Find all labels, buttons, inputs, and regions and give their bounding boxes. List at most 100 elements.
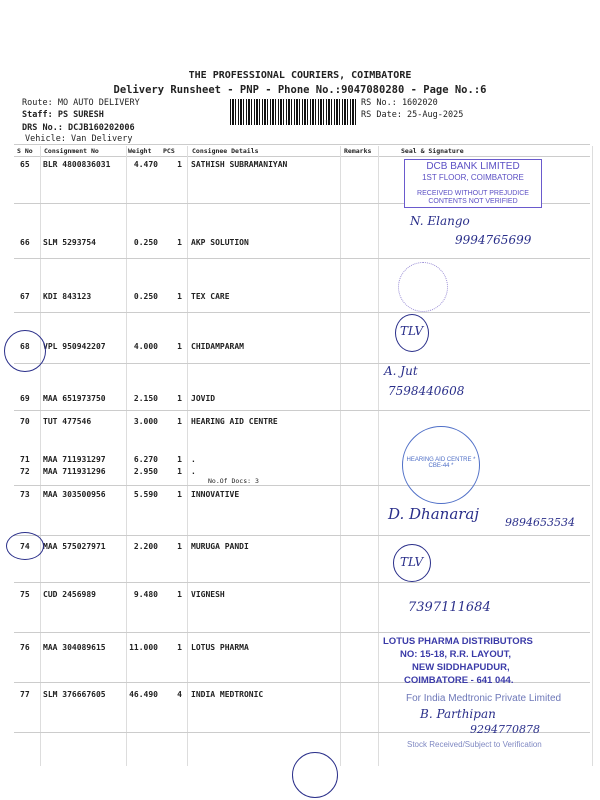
pcs: 1 xyxy=(177,643,182,652)
weight: 6.270 xyxy=(133,455,158,464)
consignee: MURUGA PANDI xyxy=(191,542,249,551)
signature-73: D. Dhanaraj xyxy=(388,505,480,523)
pcs: 4 xyxy=(177,690,182,699)
medtronic-stamp: For India Medtronic Private Limited xyxy=(406,693,562,704)
consignee: AKP SOLUTION xyxy=(191,238,249,247)
weight: 3.000 xyxy=(133,417,158,426)
staff: Staff: PS SURESH xyxy=(22,110,104,120)
table-row: 66 SLM 5293754 0.250 1 AKP SOLUTION xyxy=(0,238,600,250)
consignment-number: MAA 303500956 xyxy=(43,490,106,499)
table-row: 77 SLM 376667605 46.490 4 INDIA MEDTRONIC xyxy=(0,690,600,702)
hearing-aid-stamp: HEARING AID CENTRE * CBE-44 * xyxy=(402,426,480,504)
weight: 4.000 xyxy=(133,342,158,351)
pcs: 1 xyxy=(177,490,182,499)
table-row: 74 MAA 575027971 2.200 1 MURUGA PANDI xyxy=(0,542,600,554)
col-sno: S No xyxy=(17,147,33,155)
phone-75: 7397111684 xyxy=(408,600,491,615)
mark-74: TLV xyxy=(400,555,424,569)
consignee: LOTUS PHARMA xyxy=(191,643,249,652)
pcs: 1 xyxy=(177,455,182,464)
phone-73: 9894653534 xyxy=(505,516,575,529)
stamp-line: DCB BANK LIMITED xyxy=(426,161,520,172)
table-row: 72 MAA 711931296 2.950 1. xyxy=(0,467,600,479)
weight: 5.590 xyxy=(133,490,158,499)
lotus-stamp-line: NO: 15-18, R.R. LAYOUT, xyxy=(400,649,512,660)
consignment-number: SLM 5293754 xyxy=(43,238,96,247)
consignment-number: SLM 376667605 xyxy=(43,690,106,699)
signature-69: A. Jut xyxy=(384,364,418,378)
phone-77: 9294770878 xyxy=(470,723,540,736)
medtronic-stamp-footer: Stock Received/Subject to Verification xyxy=(407,740,542,749)
pcs: 1 xyxy=(177,590,182,599)
weight: 11.000 xyxy=(129,643,158,652)
weight: 9.480 xyxy=(133,590,158,599)
weight: 2.200 xyxy=(133,542,158,551)
consignment-number: MAA 304089615 xyxy=(43,643,106,652)
col-consignee: Consignee Details xyxy=(192,147,259,155)
consignment-number: MAA 711931296 xyxy=(43,467,106,476)
vehicle: Vehicle: Van Delivery xyxy=(25,134,133,144)
consignee: HEARING AID CENTRE xyxy=(191,417,278,426)
lotus-stamp-line: LOTUS PHARMA DISTRIBUTORS xyxy=(383,636,533,647)
circle-sno-68 xyxy=(4,330,46,372)
sno: 77 xyxy=(20,690,30,699)
lotus-stamp-line: COIMBATORE - 641 044. xyxy=(404,675,514,686)
stamp-line: CONTENTS NOT VERIFIED xyxy=(428,197,518,205)
signature-66: N. Elango xyxy=(410,214,470,228)
consignment-number: BLR 4800836031 xyxy=(43,160,111,169)
lotus-stamp-line: NEW SIDDHAPUDUR, xyxy=(412,662,510,673)
col-consignment: Consignment No xyxy=(44,147,99,155)
pcs: 1 xyxy=(177,342,182,351)
sno: 71 xyxy=(20,455,30,464)
pcs: 1 xyxy=(177,238,182,247)
table-row: 67 KDI 843123 0.250 1 TEX CARE xyxy=(0,292,600,304)
signature-77: B. Parthipan xyxy=(420,707,496,721)
consignment-number: MAA 575027971 xyxy=(43,542,106,551)
consignee: SATHISH SUBRAMANIYAN xyxy=(191,160,288,169)
pcs: 1 xyxy=(177,394,182,403)
pcs: 1 xyxy=(177,160,182,169)
docs-note: No.Of Docs: 3 xyxy=(208,477,259,485)
consignee: INDIA MEDTRONIC xyxy=(191,690,264,699)
consignment-number: TUT 477546 xyxy=(43,417,92,426)
table-row: 69 MAA 651973750 2.150 1 JOVID xyxy=(0,394,600,406)
table-row: 73 MAA 303500956 5.590 1 INNOVATIVE xyxy=(0,490,600,502)
sno: 67 xyxy=(20,292,30,301)
sno: 65 xyxy=(20,160,30,169)
col-seal: Seal & Signature xyxy=(401,147,464,155)
table-row: 68 VPL 950942207 4.000 1 CHIDAMPARAM xyxy=(0,342,600,354)
consignment-number: KDI 843123 xyxy=(43,292,92,301)
table-row: 71 MAA 711931297 6.270 1. xyxy=(0,455,600,467)
weight: 4.470 xyxy=(133,160,158,169)
circle-sno-74 xyxy=(6,532,44,560)
consignment-number: CUD 2456989 xyxy=(43,590,96,599)
consignee: TEX CARE xyxy=(191,292,230,301)
consignment-number: MAA 651973750 xyxy=(43,394,106,403)
sno: 73 xyxy=(20,490,30,499)
stamp-text: HEARING AID CENTRE * CBE-44 * xyxy=(406,457,476,469)
consignment-number: MAA 711931297 xyxy=(43,455,106,464)
drs-number: DRS No.: DCJB160202006 xyxy=(22,123,135,133)
stamp-line: 1ST FLOOR, COIMBATORE xyxy=(422,172,524,182)
col-remarks: Remarks xyxy=(344,147,372,155)
weight: 0.250 xyxy=(133,238,158,247)
pcs: 1 xyxy=(177,417,182,426)
runsheet-subtitle: Delivery Runsheet - PNP - Phone No.:9047… xyxy=(113,84,487,96)
sno: 75 xyxy=(20,590,30,599)
consignee: . xyxy=(191,467,196,476)
pcs: 1 xyxy=(177,467,182,476)
consignee: . xyxy=(191,455,196,464)
dcb-bank-stamp: DCB BANK LIMITED 1ST FLOOR, COIMBATORE R… xyxy=(404,159,542,208)
pcs: 1 xyxy=(177,292,182,301)
barcode xyxy=(230,99,358,125)
table-row: 76 MAA 304089615 11.000 1 LOTUS PHARMA xyxy=(0,643,600,655)
consignment-number: VPL 950942207 xyxy=(43,342,106,351)
phone-69: 7598440608 xyxy=(388,384,465,398)
mark-68: TLV xyxy=(400,324,424,338)
sno: 70 xyxy=(20,417,30,426)
table-row: 70 TUT 477546 3.000 1 HEARING AID CENTRE xyxy=(0,417,600,429)
company-title: THE PROFESSIONAL COURIERS, COIMBATORE xyxy=(188,70,412,81)
phone-66: 9994765699 xyxy=(455,233,532,247)
weight: 46.490 xyxy=(129,690,158,699)
table-row: 65 BLR 4800836031 4.470 1 SATHISH SUBRAMANIY… xyxy=(0,160,600,172)
